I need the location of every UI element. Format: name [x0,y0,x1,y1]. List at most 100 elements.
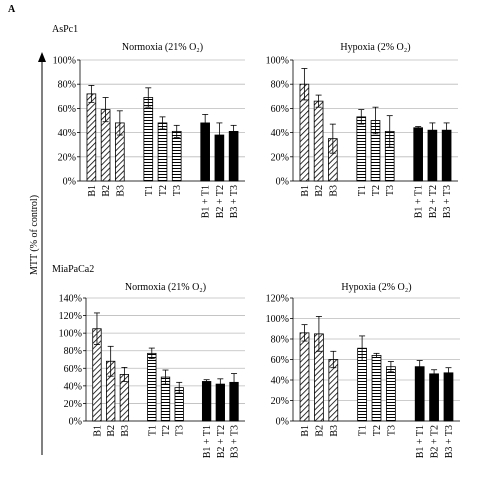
bar [228,130,239,182]
error-bar [121,367,128,382]
chart-title: Hypoxia (2% O₂) [340,42,410,53]
y-tick-label: 0% [276,177,289,188]
x-tick-label: B3 + T3 [230,425,241,458]
y-tick-label: 0% [63,177,76,188]
x-tick-label: B2 [314,425,325,437]
chart-title: Normoxia (21% O₂) [125,282,206,293]
error-bar [93,312,100,345]
error-bar [217,378,224,390]
y-tick-label: 60% [271,104,289,115]
y-tick-label: 40% [64,381,82,392]
x-tick-label: B1 + T1 [415,425,426,458]
error-bar [88,85,95,103]
y-tick-label: 40% [58,128,76,139]
chart-title: Normoxia (21% O₂) [122,42,203,53]
x-tick-label: B3 [115,185,126,197]
x-tick-label: B1 [87,185,98,197]
y-tick-label: 80% [271,335,289,346]
group-label: MiaPaCa2 [52,264,94,275]
error-bar [159,116,166,130]
y-tick-label: 120% [59,311,82,322]
y-tick-label: 60% [271,355,289,366]
bar [413,127,423,182]
y-tick-label: 60% [58,104,76,115]
y-tick-label: 60% [64,364,82,375]
error-bar [162,369,169,385]
error-bar [148,347,155,360]
error-bar [330,350,337,369]
x-tick-label: B2 + T2 [430,425,441,458]
bar [147,352,157,422]
x-tick-label: T2 [161,425,172,436]
x-tick-label: B2 [106,425,117,437]
x-tick-label: T1 [147,425,158,436]
group-label: AsPc1 [52,24,78,35]
error-bar [230,124,237,138]
arrow-head [38,52,46,62]
error-bar [387,361,394,373]
x-tick-label: B1 [92,425,103,437]
bar [157,122,168,182]
x-tick-label: B3 [120,425,131,437]
x-tick-label: B2 + T2 [216,425,227,458]
y-tick-label: 80% [64,346,82,357]
y-tick-label: 20% [64,399,82,410]
error-bar [176,381,183,394]
x-tick-label: T3 [386,425,397,436]
x-tick-label: B3 [328,185,339,197]
error-bar [301,68,308,101]
error-bar [231,373,238,392]
bar [429,373,439,422]
x-tick-label: B2 + T2 [215,185,226,218]
error-bar [358,109,365,125]
y-tick-label: 80% [271,80,289,91]
bar [414,366,425,422]
error-bar [145,87,152,108]
y-tick-label: 0% [69,417,82,428]
y-tick-label: 100% [59,329,82,340]
y-tick-label: 80% [58,80,76,91]
error-bar [443,122,450,138]
y-tick-label: 100% [266,56,289,67]
x-tick-label: B1 + T1 [202,425,213,458]
bar [371,354,382,422]
panel-label: A [8,4,16,15]
bar [201,381,212,422]
x-tick-label: B3 + T3 [229,185,240,218]
x-tick-label: B1 + T1 [201,185,212,218]
y-axis-label: MTT (% of control) [29,195,40,275]
chart-title: Hypoxia (2% O₂) [341,282,411,293]
x-tick-label: T1 [358,425,369,436]
error-bar [445,367,452,379]
error-bar [386,115,393,148]
bar [356,116,367,182]
error-bar [107,345,114,377]
bar [143,97,154,182]
y-tick-label: 40% [271,128,289,139]
error-bar [301,324,308,342]
y-tick-label: 40% [271,376,289,387]
bar [313,100,324,182]
x-tick-label: T1 [144,185,155,196]
error-bar [329,123,336,154]
x-tick-label: B1 [300,425,311,437]
error-bar [102,97,109,123]
x-tick-label: B3 + T3 [444,425,455,458]
bar [386,366,396,422]
bar [299,332,310,422]
x-tick-label: B2 [101,185,112,197]
bar [328,359,339,422]
x-tick-label: B2 + T2 [428,185,439,218]
error-bar [173,124,180,138]
error-bar [202,114,209,132]
error-bar [429,122,436,138]
y-tick-label: 0% [276,417,289,428]
y-tick-label: 120% [266,294,289,305]
error-bar [373,352,380,358]
error-bar [315,316,322,352]
bar [86,93,97,182]
bar [443,372,454,422]
error-bar [359,335,366,361]
error-bar [216,122,223,148]
